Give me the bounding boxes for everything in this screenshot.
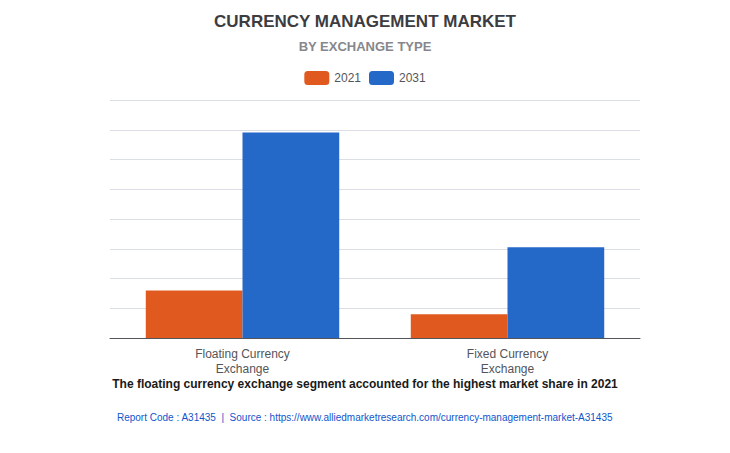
svg-text:The floating currency exchange: The floating currency exchange segment a…	[112, 377, 618, 391]
svg-text:2021: 2021	[334, 71, 361, 85]
svg-text:BY EXCHANGE TYPE: BY EXCHANGE TYPE	[299, 39, 432, 54]
svg-text:CURRENCY MANAGEMENT MARKET: CURRENCY MANAGEMENT MARKET	[214, 12, 517, 31]
svg-text:Exchange: Exchange	[481, 362, 535, 376]
svg-text:Exchange: Exchange	[216, 362, 270, 376]
svg-text:Fixed Currency: Fixed Currency	[467, 347, 548, 361]
svg-text:2031: 2031	[399, 71, 426, 85]
svg-text:Floating Currency: Floating Currency	[195, 347, 290, 361]
svg-text:Report Code : A31435 | Sourc: Report Code : A31435 | Source : https://…	[117, 412, 613, 423]
